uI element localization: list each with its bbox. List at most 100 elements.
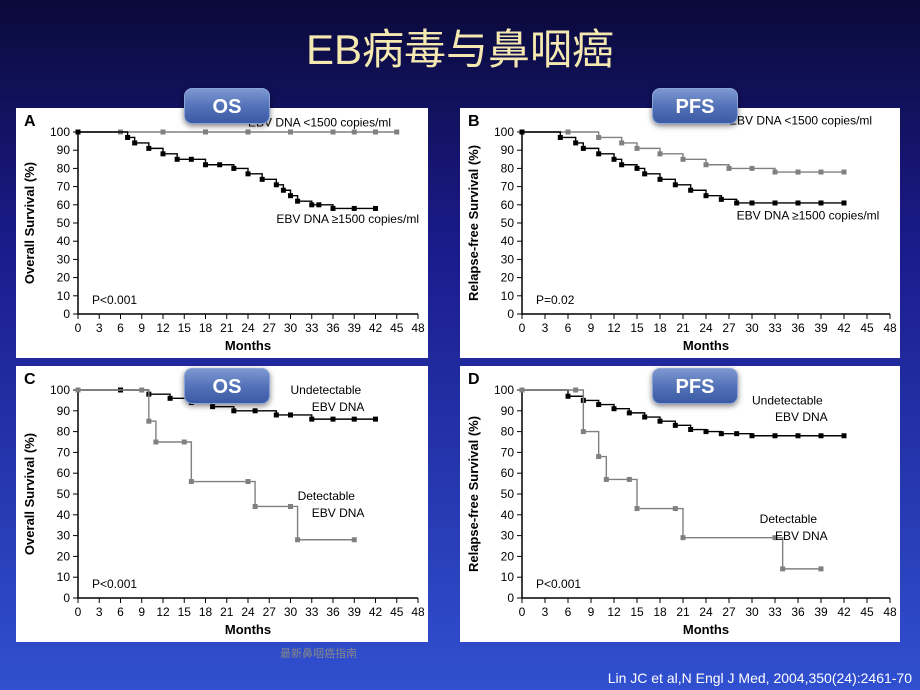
svg-text:30: 30	[284, 605, 298, 619]
svg-text:20: 20	[501, 271, 515, 285]
panel-d: 0102030405060708090100036912151821242730…	[460, 366, 900, 642]
svg-text:70: 70	[501, 445, 515, 459]
badge-d: PFS	[652, 368, 738, 404]
svg-text:0: 0	[63, 591, 70, 605]
svg-text:D: D	[468, 371, 480, 388]
svg-text:45: 45	[390, 605, 404, 619]
panel-a: 0102030405060708090100036912151821242730…	[16, 108, 428, 358]
svg-text:10: 10	[501, 570, 515, 584]
svg-text:6: 6	[565, 321, 572, 335]
svg-text:33: 33	[768, 605, 782, 619]
svg-text:15: 15	[178, 605, 192, 619]
svg-text:P<0.001: P<0.001	[92, 577, 137, 591]
svg-text:30: 30	[284, 321, 298, 335]
svg-text:P<0.001: P<0.001	[92, 293, 137, 307]
svg-text:42: 42	[369, 605, 383, 619]
svg-text:21: 21	[676, 605, 690, 619]
svg-text:40: 40	[501, 234, 515, 248]
svg-text:36: 36	[326, 321, 340, 335]
svg-text:90: 90	[501, 404, 515, 418]
svg-text:EBV DNA <1500 copies/ml: EBV DNA <1500 copies/ml	[729, 114, 872, 128]
svg-text:42: 42	[837, 605, 851, 619]
svg-text:30: 30	[745, 321, 759, 335]
svg-text:80: 80	[501, 161, 515, 175]
svg-text:A: A	[24, 113, 36, 130]
svg-text:27: 27	[263, 605, 277, 619]
svg-text:60: 60	[501, 466, 515, 480]
svg-text:C: C	[24, 371, 36, 388]
svg-text:18: 18	[199, 321, 213, 335]
svg-text:100: 100	[494, 125, 514, 139]
svg-text:EBV DNA ≥1500 copies/ml: EBV DNA ≥1500 copies/ml	[276, 212, 419, 226]
svg-text:6: 6	[117, 321, 124, 335]
svg-text:9: 9	[588, 321, 595, 335]
svg-text:33: 33	[305, 605, 319, 619]
svg-text:20: 20	[57, 271, 71, 285]
svg-text:42: 42	[837, 321, 851, 335]
svg-text:10: 10	[57, 570, 71, 584]
svg-text:21: 21	[220, 605, 234, 619]
svg-text:EBV DNA: EBV DNA	[312, 400, 365, 414]
svg-text:70: 70	[57, 445, 71, 459]
svg-text:60: 60	[57, 466, 71, 480]
svg-text:18: 18	[653, 321, 667, 335]
svg-text:10: 10	[501, 289, 515, 303]
svg-text:33: 33	[305, 321, 319, 335]
svg-text:50: 50	[501, 487, 515, 501]
svg-text:45: 45	[390, 321, 404, 335]
svg-text:Detectable: Detectable	[760, 512, 818, 526]
svg-text:10: 10	[57, 289, 71, 303]
svg-text:3: 3	[96, 605, 103, 619]
svg-text:20: 20	[57, 549, 71, 563]
svg-text:Undetectable: Undetectable	[291, 383, 362, 397]
svg-text:12: 12	[156, 605, 170, 619]
svg-text:27: 27	[722, 321, 736, 335]
svg-text:24: 24	[241, 321, 255, 335]
svg-text:18: 18	[199, 605, 213, 619]
svg-text:3: 3	[96, 321, 103, 335]
svg-text:B: B	[468, 113, 480, 130]
svg-text:Undetectable: Undetectable	[752, 394, 823, 408]
svg-text:Relapse-free Survival (%): Relapse-free Survival (%)	[466, 416, 481, 572]
svg-text:0: 0	[507, 591, 514, 605]
badge-c: OS	[184, 368, 270, 404]
svg-text:45: 45	[860, 321, 874, 335]
svg-text:27: 27	[722, 605, 736, 619]
svg-text:Overall Survival (%): Overall Survival (%)	[22, 162, 37, 284]
svg-text:39: 39	[814, 605, 828, 619]
svg-text:EBV DNA: EBV DNA	[312, 506, 365, 520]
svg-text:39: 39	[348, 605, 362, 619]
svg-text:0: 0	[75, 321, 82, 335]
svg-text:48: 48	[883, 321, 897, 335]
citation-text: Lin JC et al,N Engl J Med, 2004,350(24):…	[608, 670, 912, 686]
svg-text:30: 30	[501, 529, 515, 543]
svg-text:42: 42	[369, 321, 383, 335]
svg-text:Months: Months	[683, 338, 729, 353]
svg-text:Overall Survival (%): Overall Survival (%)	[22, 433, 37, 555]
slide-title: EB病毒与鼻咽癌	[0, 16, 920, 77]
badge-a: OS	[184, 88, 270, 124]
svg-text:30: 30	[57, 529, 71, 543]
svg-text:9: 9	[588, 605, 595, 619]
svg-text:50: 50	[57, 487, 71, 501]
svg-text:36: 36	[791, 605, 805, 619]
svg-text:40: 40	[57, 508, 71, 522]
svg-text:24: 24	[699, 605, 713, 619]
svg-text:P=0.02: P=0.02	[536, 293, 575, 307]
svg-text:21: 21	[220, 321, 234, 335]
svg-text:40: 40	[501, 508, 515, 522]
svg-text:60: 60	[501, 198, 515, 212]
svg-text:12: 12	[607, 605, 621, 619]
svg-text:90: 90	[57, 404, 71, 418]
svg-text:80: 80	[57, 161, 71, 175]
panel-c: 0102030405060708090100036912151821242730…	[16, 366, 428, 642]
svg-text:45: 45	[860, 605, 874, 619]
svg-text:P<0.001: P<0.001	[536, 577, 581, 591]
svg-text:48: 48	[411, 321, 425, 335]
svg-text:39: 39	[814, 321, 828, 335]
svg-text:9: 9	[138, 321, 145, 335]
svg-text:Months: Months	[225, 622, 271, 637]
svg-text:40: 40	[57, 234, 71, 248]
svg-text:90: 90	[501, 143, 515, 157]
svg-text:30: 30	[501, 252, 515, 266]
